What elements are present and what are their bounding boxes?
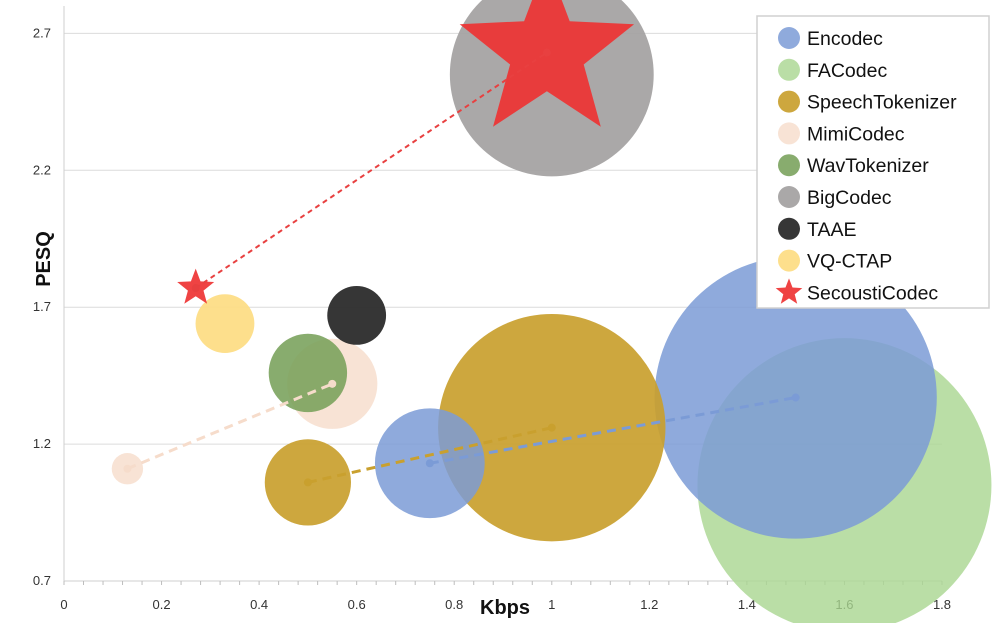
legend-label-secousticodec: SecoustiCodec <box>807 282 938 304</box>
x-axis-label: Kbps <box>480 597 530 619</box>
legend-label-wavtokenizer: WavTokenizer <box>807 155 929 177</box>
y-tick-label-4: 2.7 <box>33 25 51 40</box>
secousticodec-dot-1 <box>542 48 551 57</box>
legend-label-encodec: Encodec <box>807 28 883 50</box>
wavtokenizer-point-0 <box>268 333 348 413</box>
mimicodec-dot-1 <box>328 379 337 388</box>
taae-point-0 <box>327 286 387 345</box>
legend-marker-secousticodec <box>775 278 803 304</box>
legend-marker-speechtokenizer <box>778 90 800 113</box>
y-tick-label-3: 2.2 <box>33 162 51 177</box>
y-tick-label-0: 0.7 <box>33 573 51 588</box>
legend: Encodec FACodec SpeechTokenizer MimiCodec Wa… <box>756 15 990 309</box>
x-tick-label-6: 1.2 <box>640 597 658 612</box>
series-lines <box>123 48 800 487</box>
legend-marker-mimicodec <box>778 122 800 145</box>
legend-marker-facodec <box>778 58 800 81</box>
legend-label-vq-ctap: VQ-CTAP <box>807 251 892 273</box>
legend-marker-bigcodec <box>778 186 800 208</box>
y-tick-label-2: 1.7 <box>33 299 51 314</box>
encodec-dot-0 <box>425 459 434 468</box>
x-tick-label-4: 0.8 <box>445 597 463 612</box>
x-tick-label-9: 1.8 <box>933 597 951 612</box>
speechtokenizer-dot-1 <box>547 423 556 432</box>
encodec-line <box>429 396 796 465</box>
x-tick-label-1: 0.2 <box>153 597 171 612</box>
mimicodec-dot-0 <box>123 464 132 473</box>
legend-marker-wavtokenizer <box>778 154 800 177</box>
x-tick-label-7: 1.4 <box>738 597 756 612</box>
speechtokenizer-line <box>307 426 553 484</box>
mimicodec-line <box>126 382 333 471</box>
legend-marker-taae <box>778 217 800 240</box>
vq-ctap-point-0 <box>195 294 255 354</box>
legend-label-mimicodec: MimiCodec <box>807 123 905 145</box>
speechtokenizer-dot-0 <box>303 478 312 487</box>
legend-marker-vq-ctap <box>778 249 800 272</box>
secousticodec-line <box>195 51 548 289</box>
legend-label-facodec: FACodec <box>807 60 887 82</box>
y-tick-label-1: 1.2 <box>33 436 51 451</box>
legend-label-speechtokenizer: SpeechTokenizer <box>807 92 957 114</box>
x-tick-label-2: 0.4 <box>250 597 268 612</box>
x-tick-label-0: 0 <box>60 597 67 612</box>
legend-marker-encodec <box>778 27 800 49</box>
y-axis-label: PESQ <box>33 231 55 287</box>
x-tick-label-5: 1 <box>548 597 555 612</box>
x-tick-label-3: 0.6 <box>348 597 366 612</box>
encodec-dot-1 <box>791 393 800 402</box>
secousticodec-dot-0 <box>191 284 200 293</box>
secousticodec-point-1 <box>459 0 635 127</box>
legend-label-taae: TAAE <box>807 219 856 241</box>
legend-label-bigcodec: BigCodec <box>807 187 892 209</box>
